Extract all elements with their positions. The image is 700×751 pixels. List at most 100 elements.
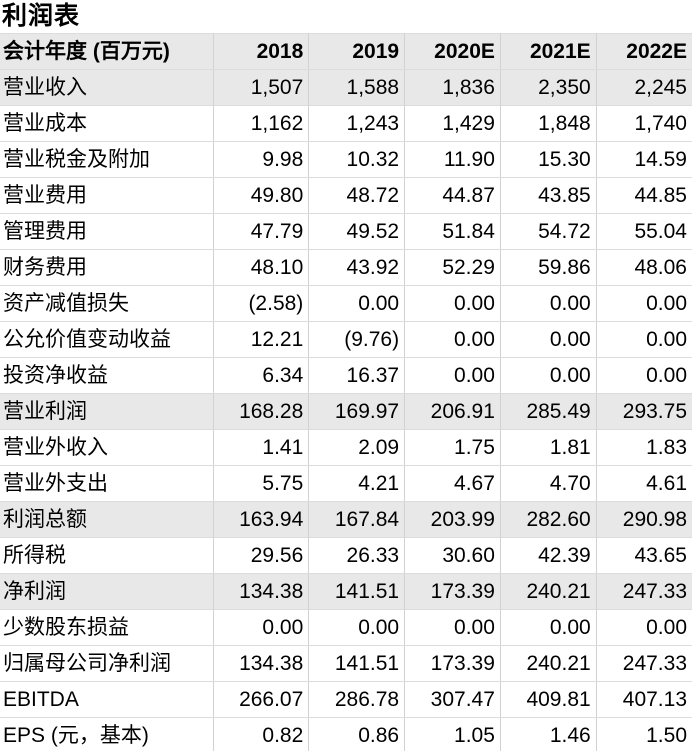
cell-value: 0.00 <box>595 321 692 358</box>
column-header-period: 会计年度 (百万元) <box>0 33 213 70</box>
row-label: EBITDA <box>0 681 213 718</box>
cell-value: 247.33 <box>595 645 692 682</box>
cell-value: 52.29 <box>404 249 501 286</box>
cell-value: 48.10 <box>212 249 309 286</box>
cell-value: 16.37 <box>308 357 405 394</box>
cell-value: 44.85 <box>595 177 692 214</box>
row-label: 营业税金及附加 <box>0 141 213 178</box>
cell-value: 30.60 <box>404 537 501 574</box>
cell-value: 285.49 <box>499 393 597 430</box>
cell-value: 0.86 <box>308 717 405 751</box>
cell-value: 1.81 <box>499 429 597 466</box>
cell-value: 0.00 <box>499 609 597 646</box>
cell-value: 26.33 <box>308 537 405 574</box>
cell-value: 0.00 <box>308 285 405 322</box>
cell-value: 240.21 <box>499 645 597 682</box>
cell-value: 43.85 <box>499 177 597 214</box>
cell-value: 293.75 <box>595 393 692 430</box>
cell-value: 0.00 <box>499 285 597 322</box>
cell-value: 173.39 <box>404 573 501 610</box>
row-label: 投资净收益 <box>0 357 213 394</box>
cell-value: 11.90 <box>404 141 501 178</box>
table-row: EPS (元，基本) 0.82 0.86 1.05 1.46 1.50 <box>0 717 692 751</box>
cell-value: 141.51 <box>308 573 405 610</box>
cell-value: (9.76) <box>308 321 405 358</box>
cell-value: 4.21 <box>308 465 405 502</box>
cell-value: 14.59 <box>595 141 692 178</box>
cell-value: 0.00 <box>499 321 597 358</box>
income-statement-table: 会计年度 (百万元) 2018 2019 2020E 2021E 2022E 营业收入 1,… <box>0 33 692 751</box>
cell-value: 1.75 <box>404 429 501 466</box>
row-label: 营业外收入 <box>0 429 213 466</box>
column-header-year: 2019 <box>308 33 405 70</box>
cell-value: 0.00 <box>595 357 692 394</box>
cell-value: 9.98 <box>212 141 309 178</box>
cell-value: 49.80 <box>212 177 309 214</box>
table-row: 资产减值损失 (2.58) 0.00 0.00 0.00 0.00 <box>0 285 692 322</box>
cell-value: 1,848 <box>499 105 597 142</box>
table-row: 所得税 29.56 26.33 30.60 42.39 43.65 <box>0 537 692 574</box>
page-title: 利润表 <box>2 2 81 30</box>
cell-value: 1,836 <box>404 69 501 106</box>
cell-value: 141.51 <box>308 645 405 682</box>
cell-value: 59.86 <box>499 249 597 286</box>
row-label: 营业利润 <box>0 393 213 430</box>
cell-value: 206.91 <box>404 393 501 430</box>
cell-value: 407.13 <box>595 681 692 718</box>
table-row: 财务费用 48.10 43.92 52.29 59.86 48.06 <box>0 249 692 286</box>
cell-value: 48.72 <box>308 177 405 214</box>
cell-value: 0.82 <box>212 717 309 751</box>
table-row: 管理费用 47.79 49.52 51.84 54.72 55.04 <box>0 213 692 250</box>
column-header-year: 2020E <box>404 33 501 70</box>
cell-value: 29.56 <box>212 537 309 574</box>
cell-value: 0.00 <box>404 321 501 358</box>
table-row: 营业税金及附加 9.98 10.32 11.90 15.30 14.59 <box>0 141 692 178</box>
column-header-year: 2018 <box>212 33 309 70</box>
table-row: 营业外支出 5.75 4.21 4.67 4.70 4.61 <box>0 465 692 502</box>
cell-value: 282.60 <box>499 501 597 538</box>
row-label: 营业收入 <box>0 69 213 106</box>
cell-value: 173.39 <box>404 645 501 682</box>
table-row: 营业成本 1,162 1,243 1,429 1,848 1,740 <box>0 105 692 142</box>
cell-value: 0.00 <box>595 285 692 322</box>
row-label: 营业成本 <box>0 105 213 142</box>
cell-value: 49.52 <box>308 213 405 250</box>
cell-value: 48.06 <box>595 249 692 286</box>
cell-value: 0.00 <box>595 609 692 646</box>
cell-value: 169.97 <box>308 393 405 430</box>
cell-value: 4.70 <box>499 465 597 502</box>
row-label: 所得税 <box>0 537 213 574</box>
row-label: 净利润 <box>0 573 213 610</box>
cell-value: 0.00 <box>499 357 597 394</box>
table-body: 营业收入 1,507 1,588 1,836 2,350 2,245 营业成本 1,162 1,… <box>0 69 692 751</box>
cell-value: 1.50 <box>595 717 692 751</box>
cell-value: 0.00 <box>404 609 501 646</box>
cell-value: 247.33 <box>595 573 692 610</box>
table-row: 营业费用 49.80 48.72 44.87 43.85 44.85 <box>0 177 692 214</box>
row-label: 利润总额 <box>0 501 213 538</box>
cell-value: 203.99 <box>404 501 501 538</box>
cell-value: 307.47 <box>404 681 501 718</box>
row-label: 财务费用 <box>0 249 213 286</box>
table-row: 公允价值变动收益 12.21 (9.76) 0.00 0.00 0.00 <box>0 321 692 358</box>
row-label: EPS (元，基本) <box>0 717 213 751</box>
table-row: 归属母公司净利润 134.38 141.51 173.39 240.21 247.33 <box>0 645 692 682</box>
cell-value: 47.79 <box>212 213 309 250</box>
table-header-row: 会计年度 (百万元) 2018 2019 2020E 2021E 2022E <box>0 33 692 70</box>
cell-value: 54.72 <box>499 213 597 250</box>
cell-value: 409.81 <box>499 681 597 718</box>
row-label: 营业费用 <box>0 177 213 214</box>
table-row: 投资净收益 6.34 16.37 0.00 0.00 0.00 <box>0 357 692 394</box>
cell-value: 1,429 <box>404 105 501 142</box>
cell-value: 42.39 <box>499 537 597 574</box>
row-label: 少数股东损益 <box>0 609 213 646</box>
cell-value: 266.07 <box>212 681 309 718</box>
cell-value: 1.46 <box>499 717 597 751</box>
cell-value: 0.00 <box>308 609 405 646</box>
cell-value: 1,507 <box>212 69 309 106</box>
cell-value: 6.34 <box>212 357 309 394</box>
cell-value: 43.92 <box>308 249 405 286</box>
table-row: 少数股东损益 0.00 0.00 0.00 0.00 0.00 <box>0 609 692 646</box>
cell-value: 12.21 <box>212 321 309 358</box>
